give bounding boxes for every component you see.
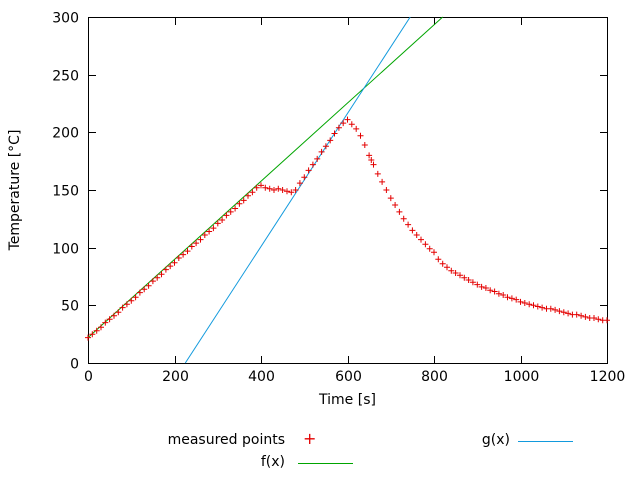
legend-label-measured-points: measured points bbox=[167, 432, 285, 448]
legend-label-f: f(x) bbox=[260, 454, 285, 470]
legend-marker-plus-icon: + bbox=[303, 429, 317, 448]
svg-text:0: 0 bbox=[84, 369, 93, 385]
svg-text:200: 200 bbox=[162, 369, 189, 385]
legend-label-g: g(x) bbox=[481, 432, 510, 448]
svg-text:150: 150 bbox=[52, 184, 79, 200]
svg-text:250: 250 bbox=[52, 69, 79, 85]
svg-text:400: 400 bbox=[248, 369, 275, 385]
svg-text:300: 300 bbox=[52, 11, 79, 27]
y-axis-label: Temperature [°C] bbox=[7, 129, 23, 251]
svg-text:600: 600 bbox=[335, 369, 362, 385]
svg-text:100: 100 bbox=[52, 242, 79, 258]
svg-text:1000: 1000 bbox=[504, 369, 540, 385]
svg-text:800: 800 bbox=[421, 369, 448, 385]
svg-text:200: 200 bbox=[52, 126, 79, 142]
svg-text:1200: 1200 bbox=[590, 369, 626, 385]
svg-text:50: 50 bbox=[61, 299, 79, 315]
legend-line-sample-g bbox=[518, 441, 573, 442]
svg-text:0: 0 bbox=[70, 357, 79, 373]
x-axis-label: Time [s] bbox=[319, 392, 376, 408]
legend-line-sample-f bbox=[298, 463, 353, 464]
